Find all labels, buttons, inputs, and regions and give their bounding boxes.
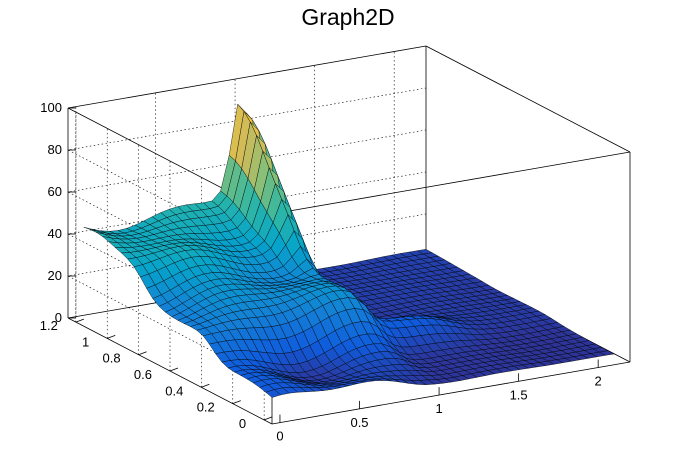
frame-edge-0 [271,361,631,425]
frame-edge-9 [425,45,631,153]
x-tick-label-1: 0.5 [350,415,368,430]
surface-mesh [83,103,615,398]
z-tick-label-3: 60 [48,184,62,199]
y-tick-label-3: 0.6 [134,367,152,382]
z-tick-label-0: 0 [55,310,62,325]
y-tick-label-1: 0.2 [197,400,215,415]
y-tick-6 [75,318,84,323]
x-tick-label-0: 0 [276,429,283,444]
x-tick-label-2: 1 [435,401,442,416]
y-tick-5 [107,335,116,339]
y-tick-label-0: 0 [239,416,246,431]
x-tick-label-3: 1.5 [510,387,528,402]
y-tick-label-6: 1.2 [40,318,58,333]
z-tick-label-5: 100 [40,100,62,115]
surface-cell-39-0 [598,350,615,356]
frame-edge-8 [271,151,631,215]
z-tick-label-4: 80 [48,142,62,157]
y-tick-label-2: 0.4 [165,383,183,398]
y-tick-0 [264,416,273,421]
grid-line-z-1 [67,213,427,383]
y-tick-4 [138,351,147,356]
y-tick-1 [232,400,241,404]
z-tick-label-2: 40 [48,226,62,241]
x-tick-label-4: 2 [595,374,602,389]
y-tick-label-5: 1 [82,334,89,349]
frame-edge-10 [67,45,427,109]
chart-title: Graph2D [301,4,395,30]
y-tick-label-4: 0.8 [103,351,121,366]
z-tick-label-1: 20 [48,268,62,283]
y-tick-3 [169,367,179,372]
y-tick-2 [201,383,210,388]
